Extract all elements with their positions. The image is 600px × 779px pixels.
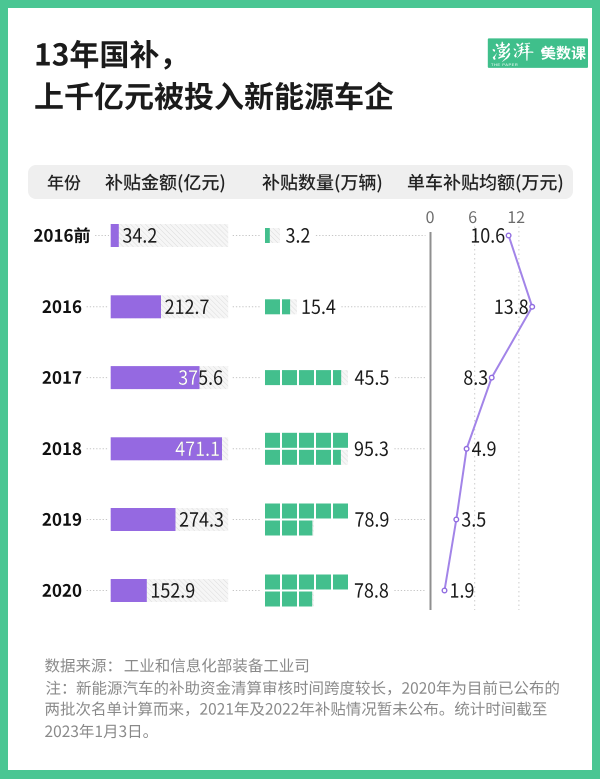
svg-text:THE PAPER: THE PAPER [491,62,518,67]
